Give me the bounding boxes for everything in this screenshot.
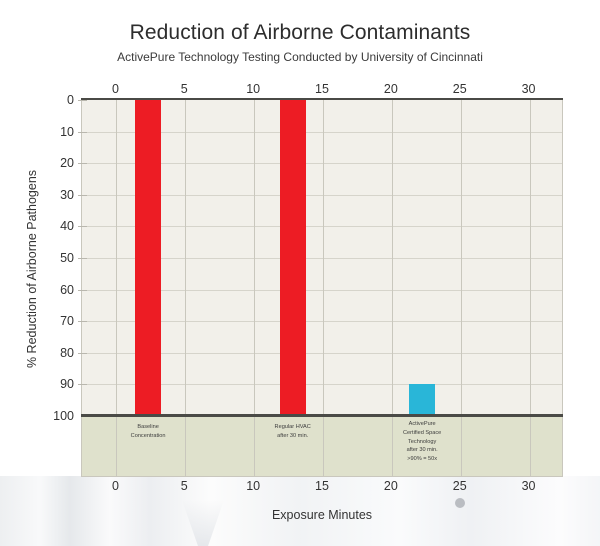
gridline-vertical (460, 100, 462, 416)
y-axis-ticks: 0 10 20 30 40 50 60 70 80 90 100 (36, 93, 87, 423)
x-axis-tick-label: 10 (246, 479, 261, 493)
y-axis-tick-mark (78, 321, 87, 323)
y-axis-tick-label: 0 (67, 93, 74, 107)
gridline-horizontal (82, 321, 562, 323)
plot-top-rule (81, 98, 563, 101)
gridline-horizontal (82, 289, 562, 291)
x-axis-tick-label: 10 (246, 82, 261, 96)
y-axis-tick-label: 80 (60, 345, 74, 360)
x-axis-title: Exposure Minutes (271, 508, 373, 522)
y-axis-tick-mark (78, 384, 87, 386)
y-axis-tick-label: 70 (60, 314, 74, 329)
gridline-vertical-caption (323, 417, 324, 476)
x-axis-tick-label: 30 (521, 82, 536, 96)
gridline-horizontal (82, 258, 562, 259)
y-axis-tick-mark (78, 226, 87, 228)
y-axis-tick-label: 40 (60, 219, 74, 234)
y-axis-tick-mark (78, 258, 87, 259)
y-axis-tick-mark (78, 163, 87, 165)
background-watermark (0, 476, 600, 546)
gridline-vertical (391, 100, 393, 416)
bar-caption: ActivePure Certified Space Technology af… (403, 421, 442, 463)
y-axis-tick-mark (78, 100, 87, 101)
gridline-vertical (323, 100, 324, 416)
gridline-vertical (185, 100, 187, 416)
gridline-horizontal (82, 194, 562, 196)
y-axis-title: % Reduction of Airborne Pathogens (25, 169, 39, 369)
x-axis-tick-label: 5 (180, 479, 188, 493)
x-axis-tick-label: 15 (315, 82, 329, 96)
y-axis-tick-label: 60 (60, 282, 74, 297)
y-axis-tick-mark (78, 289, 87, 291)
gridline-vertical (254, 100, 256, 416)
x-axis-ticks-top: 0 5 10 15 20 25 30 (81, 82, 563, 98)
x-axis-tick-label: 20 (383, 82, 398, 96)
x-axis-tick-label: 25 (452, 479, 467, 493)
y-axis-tick-label: 20 (60, 156, 74, 171)
y-axis-tick-mark (78, 194, 87, 196)
x-axis-ticks-bottom: 0 5 10 15 20 25 30 (81, 479, 563, 495)
x-axis-tick-label: 25 (452, 82, 467, 96)
chart-title: Reduction of Airborne Contaminants (129, 21, 471, 44)
bar (279, 100, 306, 416)
gridline-horizontal (82, 163, 562, 165)
bar-caption: Baseline Concentration (130, 424, 166, 439)
plot-area (81, 100, 563, 416)
x-axis-tick-label: 0 (111, 82, 119, 96)
y-axis-tick-label: 10 (60, 124, 74, 139)
x-axis-tick-label: 20 (383, 479, 398, 493)
gridline-horizontal (82, 226, 562, 228)
x-axis-tick-label: 30 (521, 479, 536, 493)
x-axis-tick-label: 0 (111, 479, 119, 493)
y-axis-tick-label: 90 (60, 377, 74, 392)
bar (135, 100, 162, 416)
gridline-vertical-caption (391, 417, 393, 476)
chart-subtitle: ActivePure Technology Testing Conducted … (117, 50, 483, 64)
gridline-vertical-caption (529, 417, 531, 476)
y-axis-tick-label: 100 (53, 409, 74, 423)
gridline-vertical (116, 100, 118, 416)
y-axis-tick-label: 30 (60, 187, 74, 202)
gridline-vertical (529, 100, 531, 416)
gridline-vertical-caption (116, 417, 118, 476)
gridline-horizontal (82, 352, 562, 354)
bar (409, 384, 436, 416)
y-axis-tick-mark (78, 131, 87, 133)
bar-caption-band: Baseline Concentration Regular HVAC after… (81, 417, 563, 477)
y-axis-tick-label: 50 (60, 251, 74, 265)
x-axis-tick-label: 15 (315, 479, 329, 493)
plot-baseline-rule (81, 414, 563, 417)
gridline-vertical-caption (254, 417, 256, 476)
gridline-horizontal (82, 131, 562, 133)
gridline-vertical-caption (460, 417, 462, 476)
gridline-vertical-caption (185, 417, 187, 476)
gridline-horizontal (82, 384, 562, 386)
bar-caption: Regular HVAC after 30 min. (274, 424, 311, 439)
x-axis-tick-label: 5 (180, 82, 188, 96)
y-axis-tick-mark (78, 352, 87, 354)
